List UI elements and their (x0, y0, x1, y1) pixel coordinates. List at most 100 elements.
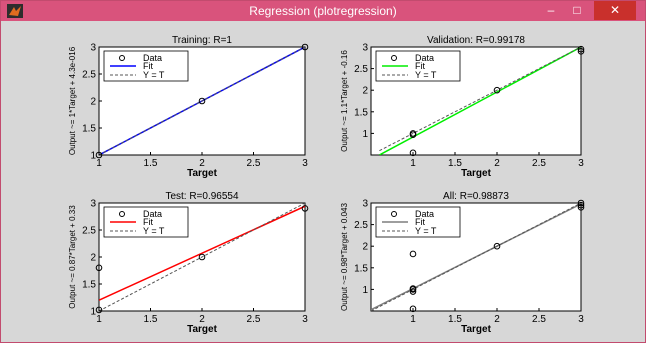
validation-y-tick-label: 3 (362, 43, 368, 54)
all-title: All: R=0.98873 (443, 191, 509, 202)
training-y-tick-label: 2.5 (82, 70, 96, 81)
validation-x-tick-label: 1.5 (448, 158, 462, 169)
validation-legend-fit-label: Fit (415, 61, 425, 71)
all-x-tick-label: 1.5 (448, 314, 462, 325)
all-x-tick-label: 3 (578, 314, 584, 325)
test-y-tick-label: 2 (90, 253, 96, 264)
training-data-point (301, 43, 309, 51)
test-x-label: Target (187, 324, 217, 335)
validation-legend-data-marker (391, 55, 397, 61)
all-axes: 1 1.5 2 2.5 3 1 1.5 2 2.5 3 All: R=0.98873 Target Ou… (340, 191, 585, 335)
training-x-tick-label: 1.5 (144, 158, 158, 169)
test-axes: 1 1.5 2 2.5 3 1 1.5 2 2.5 3 Test: R=0.96554 Target O… (68, 191, 309, 335)
all-legend-data-label: Data (415, 209, 434, 219)
validation-y-tick-label: 1.5 (354, 107, 368, 118)
training-identity-line (99, 47, 305, 155)
validation-x-tick-label: 2 (494, 158, 500, 169)
all-plot-lines (371, 203, 581, 311)
all-y-tick-label: 2.5 (354, 220, 368, 231)
test-identity-line (99, 203, 305, 311)
validation-x-label: Target (461, 168, 491, 179)
all-x-tick-label: 2 (494, 314, 500, 325)
validation-axes: 1 1.5 2 2.5 3 1 1.5 2 2.5 3 Validation: R=0.99178 T… (340, 35, 585, 179)
all-y-tick-label: 3 (362, 199, 368, 210)
validation-x-tick-label: 2.5 (532, 158, 546, 169)
validation-y-tick-label: 2.5 (354, 64, 368, 75)
all-y-tick-label: 1 (362, 285, 368, 296)
test-fit-line (99, 205, 305, 301)
test-legend-identity-label: Y = T (143, 226, 165, 236)
validation-data-point (493, 86, 501, 94)
test-data-point (95, 264, 103, 272)
all-y-tick-label: 1.5 (354, 263, 368, 274)
test-y-tick-label: 3 (90, 199, 96, 210)
all-data-point (493, 242, 501, 250)
test-legend-data-label: Data (143, 209, 162, 219)
test-x-tick-label: 3 (302, 314, 308, 325)
all-data-point (577, 199, 585, 207)
all-legend-identity-label: Y = T (415, 226, 437, 236)
validation-data-point (409, 149, 417, 157)
validation-data-point (577, 48, 585, 55)
training-title: Training: R=1 (172, 35, 232, 46)
training-axes: 1 1.5 2 2.5 3 1 1.5 2 2.5 3 Training: R=1 Target Out… (68, 35, 309, 179)
all-legend-data-marker (391, 211, 397, 217)
all-identity-line (371, 203, 581, 311)
maximize-button[interactable]: □ (573, 3, 581, 17)
test-y-tick-label: 1 (90, 307, 96, 318)
test-x-tick-label: 2.5 (247, 314, 261, 325)
training-x-tick-label: 3 (302, 158, 308, 169)
test-x-tick-label: 2 (199, 314, 205, 325)
close-button[interactable]: ✕ (594, 1, 636, 20)
training-y-tick-label: 3 (90, 43, 96, 54)
minimize-button[interactable]: – (547, 3, 555, 17)
test-plot-lines (99, 203, 305, 311)
all-data-point (409, 285, 417, 292)
all-legend-fit-label: Fit (415, 217, 425, 227)
test-x-tick-label: 1 (96, 314, 102, 325)
all-y-tick-label: 2 (362, 242, 368, 253)
all-x-label: Target (461, 324, 491, 335)
test-legend-fit-label: Fit (143, 217, 153, 227)
training-legend-data-marker (119, 55, 125, 61)
training-plot-lines (99, 47, 305, 155)
validation-y-tick-label: 2 (362, 86, 368, 97)
validation-x-tick-label: 3 (578, 158, 584, 169)
figure-canvas: 1 1.5 2 2.5 3 1 1.5 2 2.5 3 Training: R=1 Target Out… (68, 35, 585, 335)
training-y-tick-label: 2 (90, 97, 96, 108)
validation-data-point (577, 45, 585, 53)
training-x-tick-label: 1 (96, 158, 102, 169)
test-y-tick-label: 1.5 (82, 280, 96, 291)
training-legend-data-label: Data (143, 53, 162, 63)
test-data-point (301, 205, 309, 212)
all-data-point (577, 204, 585, 211)
test-legend-data-marker (119, 211, 125, 217)
training-x-label: Target (187, 168, 217, 179)
validation-legend-identity-label: Y = T (415, 70, 437, 80)
validation-legend-data-label: Data (415, 53, 434, 63)
test-y-label: Output ~= 0.87*Target + 0.33 (68, 205, 77, 309)
validation-x-tick-label: 1 (410, 158, 416, 169)
training-x-tick-label: 2.5 (247, 158, 261, 169)
matlab-figure-icon[interactable] (7, 4, 23, 18)
training-legend-fit-label: Fit (143, 61, 153, 71)
validation-title: Validation: R=0.99178 (427, 35, 525, 46)
window-title: Regression (plotregression) (249, 4, 397, 18)
all-data-point (409, 250, 417, 258)
validation-y-label: Output ~= 1.1*Target + -0.16 (340, 50, 349, 152)
test-y-tick-label: 2.5 (82, 226, 96, 237)
all-data-point (409, 305, 417, 313)
all-data-point (577, 201, 585, 209)
validation-data-point (409, 130, 417, 137)
title-bar[interactable]: Regression (plotregression) – □ ✕ (1, 1, 645, 21)
all-x-tick-label: 1 (410, 314, 416, 325)
test-title: Test: R=0.96554 (165, 191, 239, 202)
test-data-point (95, 306, 103, 314)
training-y-tick-label: 1 (90, 151, 96, 162)
training-legend-identity-label: Y = T (143, 70, 165, 80)
